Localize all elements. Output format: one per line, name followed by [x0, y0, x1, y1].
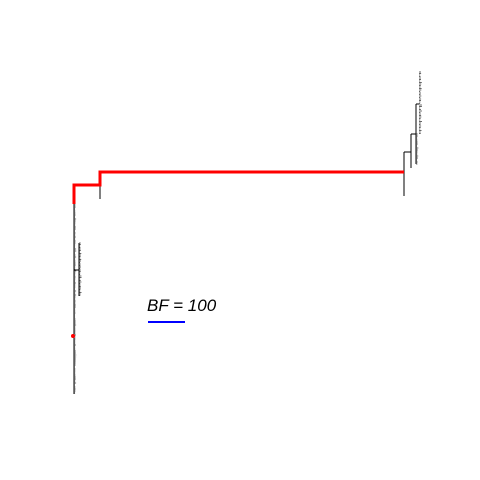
- highlighted-branch-path: [72, 170, 404, 204]
- bf-legend-label: BF = 100: [147, 296, 217, 315]
- right-clade-tips: [416, 71, 422, 165]
- highlighted-node-marker: [71, 334, 75, 338]
- left-clade-tips: [74, 204, 82, 394]
